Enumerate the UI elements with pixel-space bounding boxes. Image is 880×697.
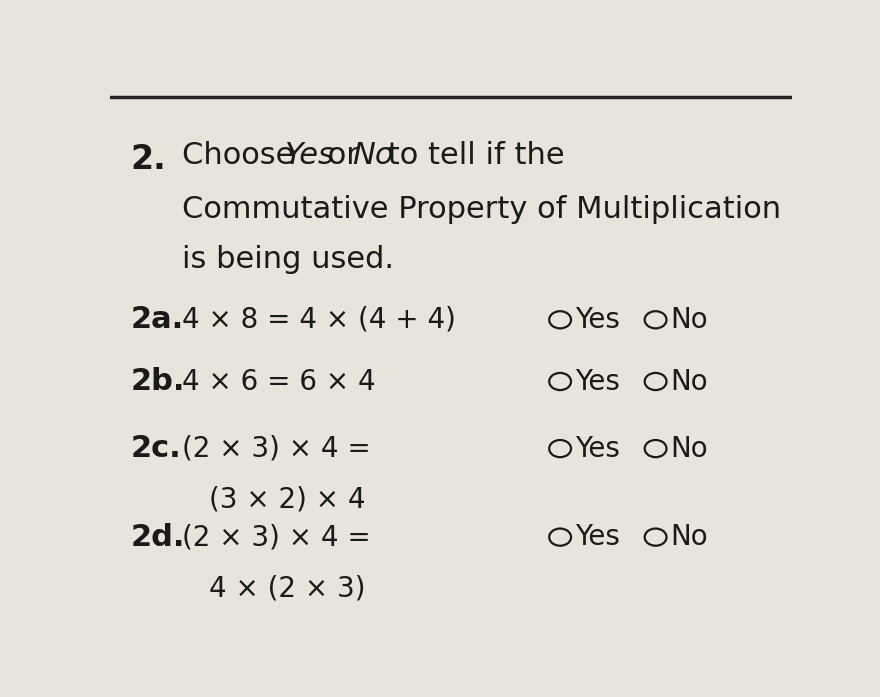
- Text: 4 × (2 × 3): 4 × (2 × 3): [209, 574, 365, 602]
- Text: (2 × 3) × 4 =: (2 × 3) × 4 =: [181, 523, 370, 551]
- Text: (3 × 2) × 4: (3 × 2) × 4: [209, 486, 365, 514]
- Text: Yes: Yes: [576, 523, 620, 551]
- Text: No: No: [352, 141, 393, 170]
- Text: 4 × 6 = 6 × 4: 4 × 6 = 6 × 4: [181, 367, 375, 395]
- Text: No: No: [671, 435, 708, 463]
- Text: Yes: Yes: [576, 306, 620, 334]
- Text: No: No: [671, 523, 708, 551]
- Text: Choose: Choose: [181, 141, 304, 170]
- Text: No: No: [671, 367, 708, 395]
- Text: Yes: Yes: [576, 367, 620, 395]
- Text: (2 × 3) × 4 =: (2 × 3) × 4 =: [181, 435, 370, 463]
- Text: Commutative Property of Multiplication: Commutative Property of Multiplication: [181, 194, 781, 224]
- Text: 4 × 8 = 4 × (4 + 4): 4 × 8 = 4 × (4 + 4): [181, 306, 456, 334]
- Text: is being used.: is being used.: [181, 245, 393, 274]
- Text: No: No: [671, 306, 708, 334]
- Text: 2d.: 2d.: [130, 523, 185, 551]
- Text: 2a.: 2a.: [130, 305, 184, 335]
- Text: 2.: 2.: [130, 143, 166, 176]
- Text: 2c.: 2c.: [130, 434, 181, 463]
- Text: 2b.: 2b.: [130, 367, 185, 396]
- Text: Yes: Yes: [576, 435, 620, 463]
- Text: or: or: [318, 141, 369, 170]
- Text: to tell if the: to tell if the: [378, 141, 565, 170]
- Text: Yes: Yes: [284, 141, 334, 170]
